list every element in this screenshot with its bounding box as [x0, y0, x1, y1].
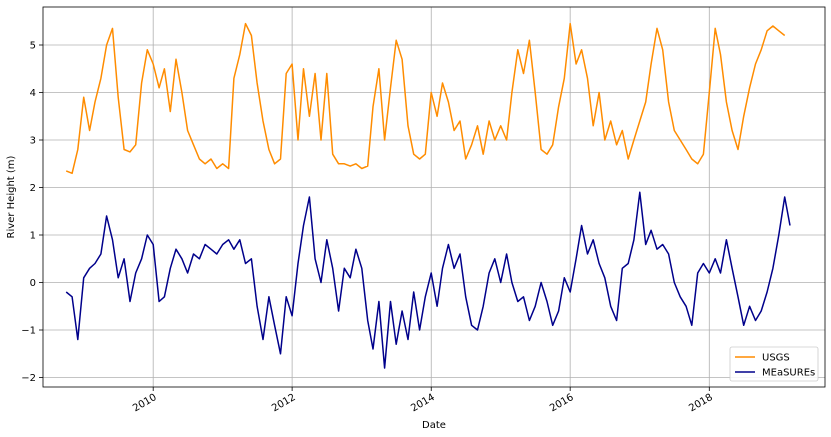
- y-tick-label: 0: [30, 278, 36, 289]
- y-tick-label: −1: [21, 326, 36, 337]
- x-tick-label: 2016: [548, 392, 576, 414]
- legend: USGS MEaSUREs: [729, 346, 819, 382]
- x-tick-label: 2018: [687, 392, 715, 414]
- x-axis-label: Date: [422, 420, 446, 431]
- grid: [43, 7, 825, 387]
- y-tick-label: 1: [30, 231, 36, 242]
- x-tick-label: 2012: [270, 392, 298, 414]
- y-tick-label: 5: [30, 41, 36, 52]
- y-axis-label: River Height (m): [6, 155, 17, 238]
- x-tick-label: 2014: [409, 392, 437, 414]
- x-axis-ticks: 2010 2012 2014 2016 2018: [131, 387, 715, 414]
- legend-label-measures: MEaSUREs: [762, 368, 815, 379]
- y-tick-label: 2: [30, 183, 36, 194]
- y-axis-ticks: −2 −1 0 1 2 3 4 5: [21, 41, 43, 384]
- legend-label-usgs: USGS: [762, 353, 790, 364]
- series-line-1: [65, 191, 791, 369]
- y-tick-label: 4: [30, 88, 36, 99]
- y-tick-label: 3: [30, 136, 36, 147]
- series-line-0: [65, 22, 786, 175]
- series-lines: [65, 22, 791, 369]
- y-tick-label: −2: [21, 373, 36, 384]
- plot-area-frame: [42, 6, 826, 388]
- x-tick-label: 2010: [131, 392, 159, 414]
